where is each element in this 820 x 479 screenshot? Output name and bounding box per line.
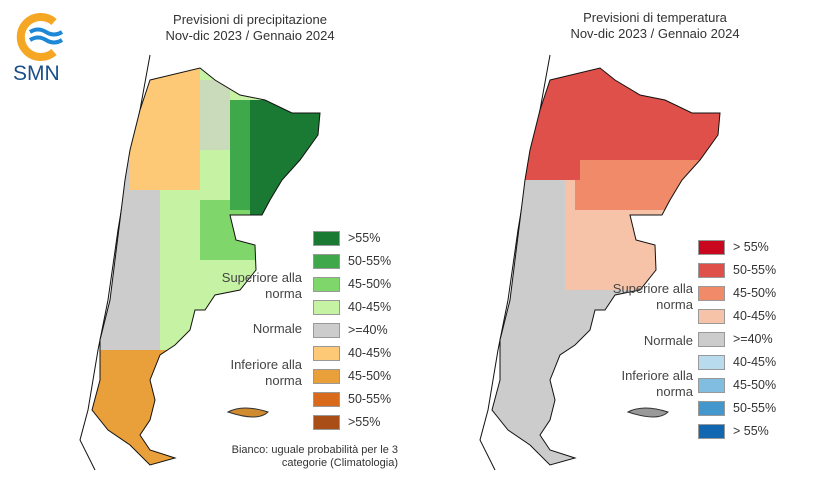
temp-below-label: Inferiore alla norma [621, 368, 693, 399]
legend-swatch [698, 401, 725, 416]
legend-swatch [313, 415, 340, 430]
legend-swatch [313, 369, 340, 384]
legend-label: 40-45% [733, 355, 777, 369]
temp-title-line2: Nov-dic 2023 / Gennaio 2024 [570, 26, 740, 41]
legend-swatch [698, 424, 725, 439]
precip-map [79, 54, 321, 471]
legend-swatch [313, 254, 340, 269]
legend-label: 40-45% [733, 309, 777, 323]
precip-normal-label: Normale [252, 321, 302, 336]
legend-swatch [313, 300, 340, 315]
legend-label: 40-45% [348, 300, 392, 314]
legend-swatch [698, 378, 725, 393]
legend-swatch [313, 231, 340, 246]
legend-swatch [698, 263, 725, 278]
temp-title: Previsioni di temperatura Nov-dic 2023 /… [555, 10, 755, 42]
smn-logo: SMN [12, 12, 72, 92]
temp-above-label: Superiore alla norma [612, 281, 693, 312]
legend-label: >=40% [348, 323, 388, 337]
precip-below-label: Inferiore alla norma [230, 357, 302, 388]
temp-normal-label: Normale [643, 333, 693, 348]
legend-swatch [698, 309, 725, 324]
legend-swatch [313, 392, 340, 407]
legend-label: >=40% [733, 332, 773, 346]
legend-label: 45-50% [348, 277, 392, 291]
logo-text: SMN [13, 62, 60, 85]
legend-label: >55% [348, 231, 381, 245]
legend-swatch [313, 346, 340, 361]
precip-note: Bianco: uguale probabilità per le 3 cate… [231, 444, 398, 469]
precip-title-line2: Nov-dic 2023 / Gennaio 2024 [165, 28, 335, 43]
precip-above-label: Superiore alla norma [221, 270, 302, 301]
legend-swatch [698, 286, 725, 301]
legend-label: 50-55% [348, 254, 392, 268]
legend-label: 50-55% [348, 392, 392, 406]
legend-swatch [313, 277, 340, 292]
legend-label: 40-45% [348, 346, 392, 360]
legend-swatch [698, 240, 725, 255]
temp-title-line1: Previsioni di temperatura [583, 10, 727, 25]
legend-label: 45-50% [348, 369, 392, 383]
legend-label: 45-50% [733, 286, 777, 300]
logo-icon [16, 13, 64, 61]
precip-title-line1: Previsioni di precipitazione [173, 12, 327, 27]
legend-label: 50-55% [733, 401, 777, 415]
legend-swatch [313, 323, 340, 338]
legend-label: 45-50% [733, 378, 777, 392]
legend-swatch [698, 355, 725, 370]
legend-label: > 55% [733, 240, 769, 254]
legend-label: 50-55% [733, 263, 777, 277]
legend-label: > 55% [733, 424, 769, 438]
precip-title: Previsioni di precipitazione Nov-dic 202… [150, 12, 350, 44]
legend-label: >55% [348, 415, 381, 429]
legend-swatch [698, 332, 725, 347]
